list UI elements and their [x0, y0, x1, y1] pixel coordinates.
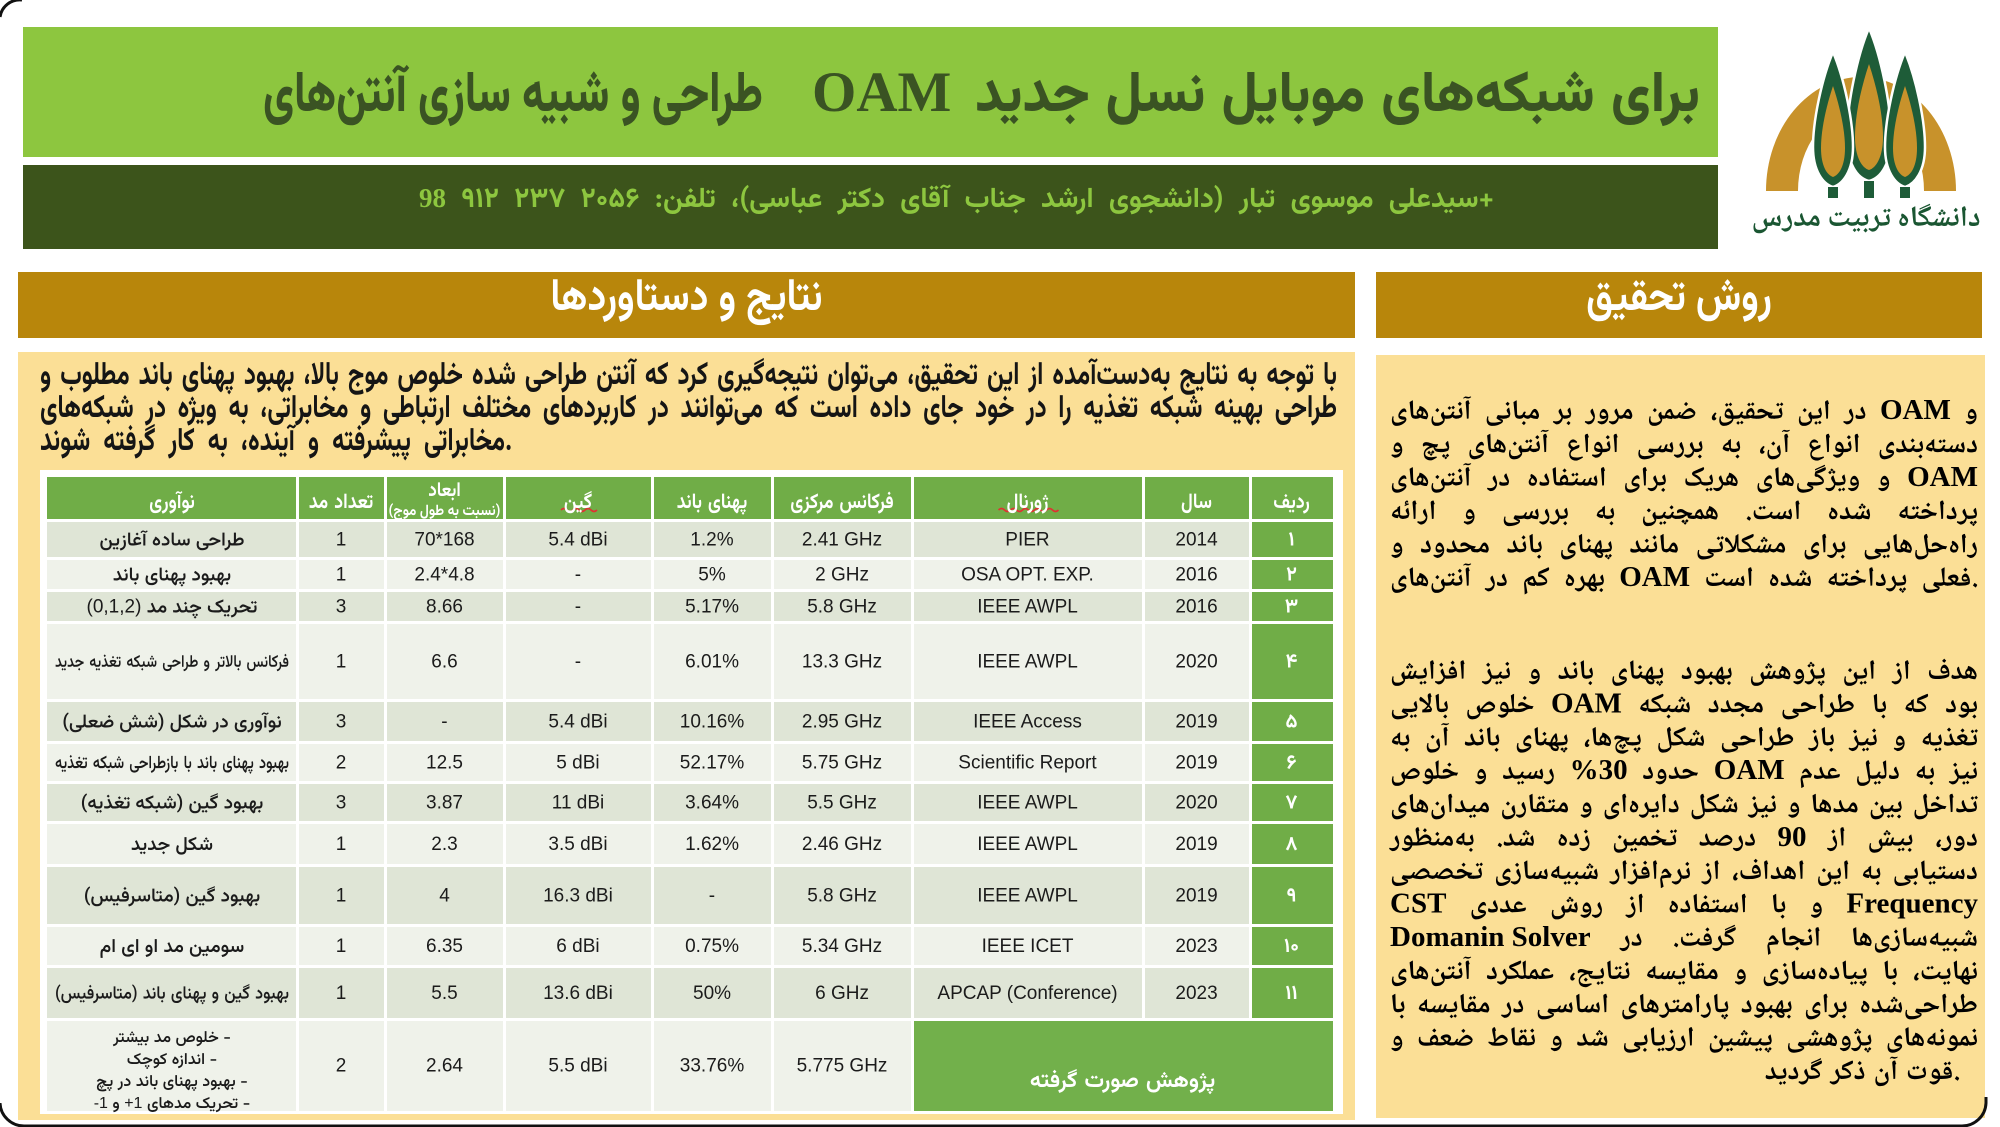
svg-text:2.41 GHz: 2.41 GHz: [802, 530, 882, 551]
svg-text:Scientific Report: Scientific Report: [958, 753, 1097, 774]
svg-text:OAM: OAM: [1880, 394, 1951, 426]
svg-text:3: 3: [336, 712, 347, 733]
svg-text:5.5 GHz: 5.5 GHz: [807, 793, 877, 814]
svg-text:2019: 2019: [1175, 712, 1217, 733]
svg-text:5.4 dBi: 5.4 dBi: [548, 530, 607, 551]
svg-text:-: -: [709, 886, 715, 907]
svg-text:1.62%: 1.62%: [685, 834, 739, 855]
svg-text:6.6: 6.6: [431, 652, 457, 673]
svg-text:1: 1: [336, 886, 347, 907]
svg-text:OAM: OAM: [1551, 687, 1622, 719]
svg-text:2023: 2023: [1175, 983, 1217, 1004]
svg-text:OAM: OAM: [1907, 461, 1978, 493]
svg-text:2.64: 2.64: [426, 1056, 463, 1077]
svg-text:2: 2: [336, 753, 347, 774]
svg-text:+1: +1: [124, 1095, 142, 1112]
svg-text:2020: 2020: [1175, 793, 1217, 814]
svg-text:6 dBi: 6 dBi: [556, 936, 599, 957]
svg-text:13.6 dBi: 13.6 dBi: [543, 983, 613, 1004]
svg-text:%30: %30: [1570, 754, 1628, 786]
svg-text:50%: 50%: [693, 983, 731, 1004]
svg-text:2.4*4.8: 2.4*4.8: [414, 565, 474, 586]
svg-text:IEEE AWPL: IEEE AWPL: [977, 652, 1078, 673]
svg-text:13.3 GHz: 13.3 GHz: [802, 652, 882, 673]
svg-text:2.95 GHz: 2.95 GHz: [802, 712, 882, 733]
svg-text:(0,1,2): (0,1,2): [87, 597, 142, 618]
svg-text:IEEE AWPL: IEEE AWPL: [977, 793, 1078, 814]
svg-text:1: 1: [336, 983, 347, 1004]
svg-text:90: 90: [1778, 821, 1807, 853]
svg-text:6.01%: 6.01%: [685, 652, 739, 673]
svg-text:5.4 dBi: 5.4 dBi: [548, 712, 607, 733]
svg-text:12.5: 12.5: [426, 753, 463, 774]
svg-text:5.17%: 5.17%: [685, 597, 739, 618]
svg-text:2.3: 2.3: [431, 834, 457, 855]
svg-text:OAM: OAM: [1714, 754, 1785, 786]
svg-text:5.8 GHz: 5.8 GHz: [807, 597, 877, 618]
svg-text:2016: 2016: [1175, 597, 1217, 618]
svg-text:2.46 GHz: 2.46 GHz: [802, 834, 882, 855]
svg-text:2019: 2019: [1175, 886, 1217, 907]
svg-text:2019: 2019: [1175, 834, 1217, 855]
svg-text:3.5 dBi: 3.5 dBi: [548, 834, 607, 855]
svg-text:-: -: [575, 565, 581, 586]
svg-text:OAM: OAM: [1619, 561, 1690, 593]
svg-text:3.87: 3.87: [426, 793, 463, 814]
svg-text:33.76%: 33.76%: [680, 1056, 745, 1077]
svg-text:-: -: [575, 652, 581, 673]
svg-text:2014: 2014: [1175, 530, 1218, 551]
svg-text:5.5: 5.5: [431, 983, 457, 1004]
svg-text:-1: -1: [94, 1095, 108, 1112]
svg-text:4: 4: [439, 886, 450, 907]
svg-text:1: 1: [336, 565, 347, 586]
svg-text:2019: 2019: [1175, 753, 1217, 774]
svg-text:3: 3: [336, 597, 347, 618]
svg-text:IEEE ICET: IEEE ICET: [982, 936, 1074, 957]
svg-text:2023: 2023: [1175, 936, 1217, 957]
svg-text:IEEE Access: IEEE Access: [973, 712, 1082, 733]
svg-text:CST: CST: [1390, 888, 1446, 920]
svg-text:2020: 2020: [1175, 652, 1217, 673]
svg-text:PIER: PIER: [1005, 530, 1049, 551]
svg-text:52.17%: 52.17%: [680, 753, 745, 774]
svg-text:1.2%: 1.2%: [690, 530, 733, 551]
svg-text:6.35: 6.35: [426, 936, 463, 957]
svg-text:11 dBi: 11 dBi: [552, 793, 604, 814]
svg-text:OSA OPT. EXP.: OSA OPT. EXP.: [961, 565, 1094, 586]
svg-text:70*168: 70*168: [414, 530, 474, 551]
svg-text:APCAP (Conference): APCAP (Conference): [937, 983, 1117, 1004]
svg-text:2: 2: [336, 1056, 347, 1077]
svg-text:-: -: [441, 712, 447, 733]
svg-text:IEEE AWPL: IEEE AWPL: [977, 886, 1078, 907]
svg-text:10.16%: 10.16%: [680, 712, 745, 733]
svg-text:16.3 dBi: 16.3 dBi: [543, 886, 613, 907]
svg-text:5.775 GHz: 5.775 GHz: [797, 1056, 888, 1077]
svg-text:3: 3: [336, 793, 347, 814]
svg-text:Frequency: Frequency: [1846, 888, 1978, 920]
svg-text:1: 1: [336, 530, 347, 551]
svg-text:OAM: OAM: [812, 61, 951, 124]
svg-text:5.5 dBi: 5.5 dBi: [548, 1056, 607, 1077]
svg-text:5.75 GHz: 5.75 GHz: [802, 753, 882, 774]
svg-text:IEEE AWPL: IEEE AWPL: [977, 597, 1078, 618]
svg-text:6 GHz: 6 GHz: [815, 983, 869, 1004]
svg-text:5 dBi: 5 dBi: [556, 753, 599, 774]
svg-text:5.8 GHz: 5.8 GHz: [807, 886, 877, 907]
svg-text:0.75%: 0.75%: [685, 936, 739, 957]
svg-text:-: -: [575, 597, 581, 618]
svg-text:1: 1: [336, 652, 347, 673]
svg-text:2 GHz: 2 GHz: [815, 565, 869, 586]
svg-text:5.34 GHz: 5.34 GHz: [802, 936, 882, 957]
svg-text:IEEE AWPL: IEEE AWPL: [977, 834, 1078, 855]
svg-text:1: 1: [336, 936, 347, 957]
svg-text:8.66: 8.66: [426, 597, 463, 618]
svg-text:3.64%: 3.64%: [685, 793, 739, 814]
svg-text:2016: 2016: [1175, 565, 1217, 586]
svg-text:Domanin Solver: Domanin Solver: [1390, 921, 1591, 953]
svg-text:1: 1: [336, 834, 347, 855]
svg-text:5%: 5%: [698, 565, 726, 586]
svg-text:98: 98: [419, 183, 446, 213]
